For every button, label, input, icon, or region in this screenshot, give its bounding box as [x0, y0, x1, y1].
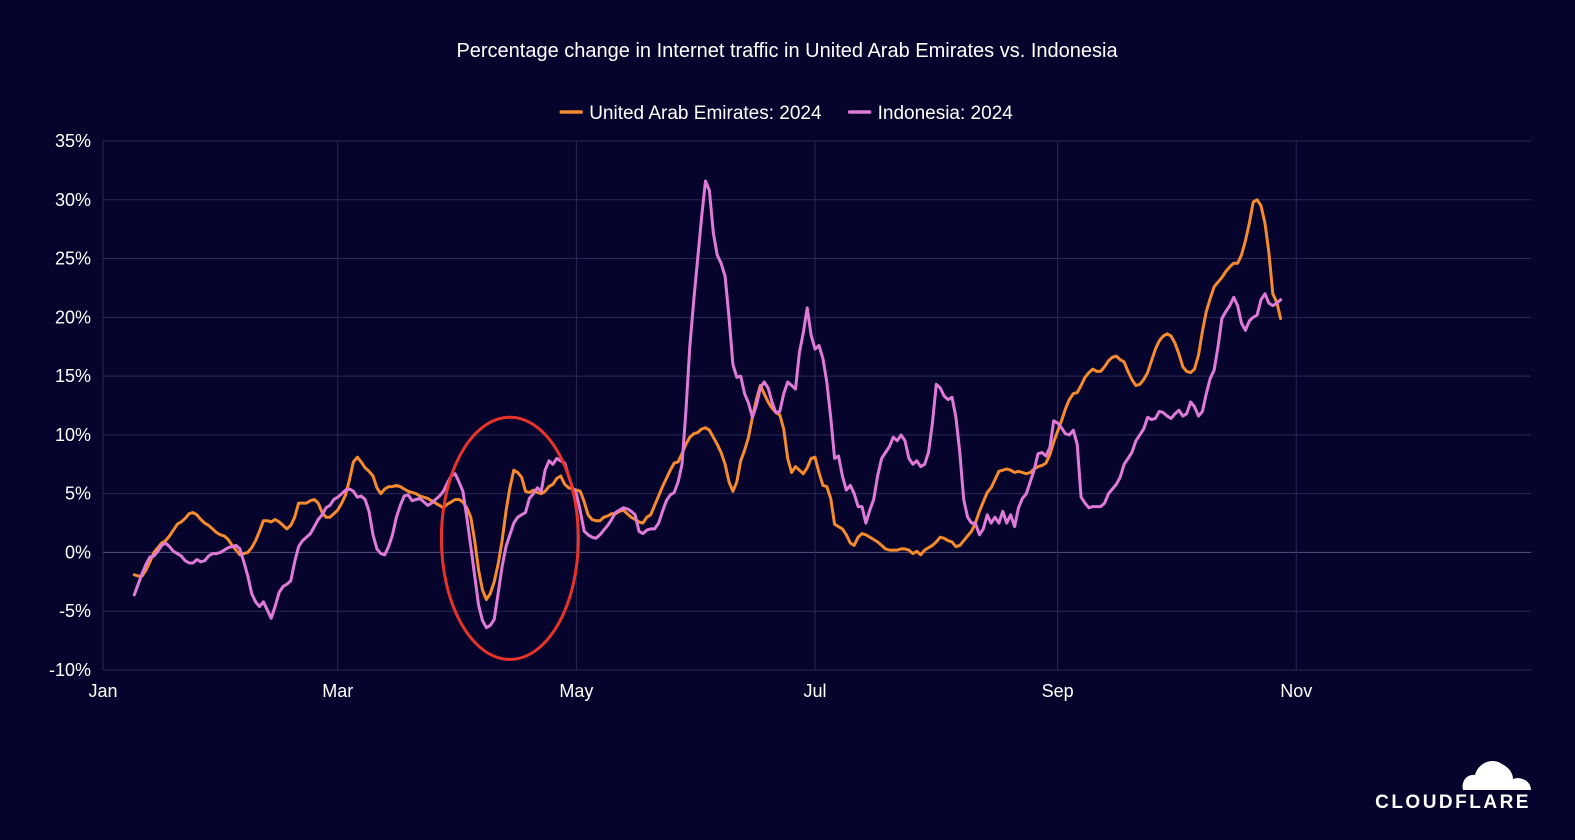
y-tick-label: 15%: [55, 366, 91, 386]
logo-text: CLOUDFLARE: [1375, 792, 1531, 813]
x-axis: Jan Mar May Jul Sep Nov: [88, 681, 1312, 701]
legend-label: Indonesia: 2024: [878, 103, 1014, 124]
x-tick-label: May: [559, 681, 593, 701]
x-tick-label: Jul: [804, 681, 827, 701]
chart-title: Percentage change in Internet traffic in…: [456, 40, 1118, 62]
y-tick-label: 30%: [55, 190, 91, 210]
legend-item: Indonesia: 2024: [847, 103, 1014, 124]
y-tick-label: 0%: [65, 542, 91, 562]
plot-area: [132, 179, 1283, 630]
legend: United Arab Emirates: 2024 Indonesia: 202…: [559, 103, 1014, 124]
cloud-icon: [1462, 761, 1531, 790]
highlight-circle: [439, 415, 580, 661]
y-axis: 35% 30% 25% 20% 15% 10% 5% 0% -5% -10%: [49, 131, 91, 680]
x-tick-label: Sep: [1042, 681, 1074, 701]
y-tick-label: -10%: [49, 660, 91, 680]
y-tick-label: 5%: [65, 484, 91, 504]
legend-item: United Arab Emirates: 2024: [559, 103, 822, 124]
grid: [102, 140, 1531, 671]
x-tick-label: Mar: [322, 681, 353, 701]
y-tick-label: 25%: [55, 249, 91, 269]
series-line-uae: [132, 198, 1283, 601]
series-line-indonesia: [132, 179, 1283, 630]
y-tick-label: 20%: [55, 307, 91, 327]
y-tick-label: 35%: [55, 131, 91, 151]
x-tick-label: Jan: [88, 681, 117, 701]
cloudflare-logo: CLOUDFLARE: [1375, 761, 1531, 813]
y-tick-label: -5%: [59, 601, 91, 621]
x-tick-label: Nov: [1280, 681, 1312, 701]
y-tick-label: 10%: [55, 425, 91, 445]
annotations: [439, 415, 580, 661]
legend-label: United Arab Emirates: 2024: [589, 103, 822, 124]
